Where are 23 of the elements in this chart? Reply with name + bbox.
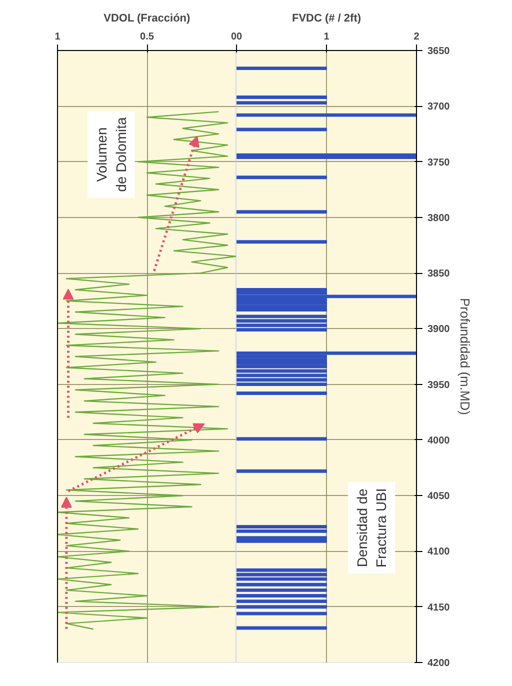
chart-title: FVDC (# / 2ft) [292, 12, 362, 24]
y-axis-title: Profundidad (m.MD) [458, 298, 473, 416]
y-tick-label: 3950 [428, 380, 450, 391]
y-tick-label: 3700 [428, 102, 450, 113]
y-tick-label: 3650 [428, 46, 450, 57]
x-tick-label: 0 [236, 32, 242, 42]
y-tick-label: 3800 [428, 212, 450, 224]
annotation: Volumen de Dolomita [94, 116, 129, 192]
y-tick-label: 3900 [428, 324, 450, 336]
annotation: Densidad de Fractura UBI [354, 488, 390, 568]
y-tick-label: 4200 [428, 658, 450, 669]
x-tick-label: 0 [230, 32, 237, 42]
y-tick-label: 3750 [428, 157, 450, 168]
x-tick-label: 2 [414, 32, 420, 42]
y-tick-label: 4100 [428, 546, 450, 558]
x-tick-label: 1 [54, 32, 61, 42]
x-tick-label: 1 [324, 32, 330, 42]
y-tick-label: 4000 [428, 435, 450, 446]
x-tick-label: 0.5 [140, 32, 154, 42]
y-tick-label: 4050 [428, 491, 450, 502]
y-tick-label: 4150 [428, 602, 450, 614]
chart-title: VDOL (Fracción) [104, 12, 191, 24]
y-tick-label: 3850 [428, 268, 450, 280]
